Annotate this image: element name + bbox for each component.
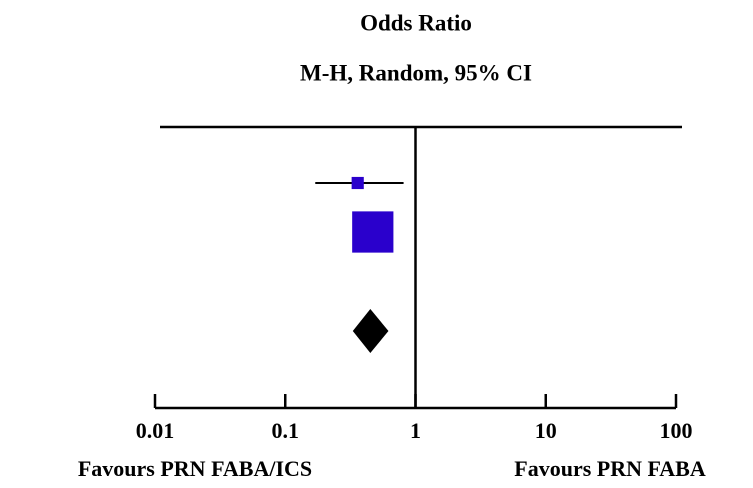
x-tick-label: 100 bbox=[660, 418, 693, 443]
chart-subtitle: M-H, Random, 95% CI bbox=[300, 60, 532, 85]
chart-title: Odds Ratio bbox=[360, 10, 472, 35]
x-tick-label: 0.01 bbox=[136, 418, 175, 443]
x-axis-label-left: Favours PRN FABA/ICS bbox=[78, 456, 312, 481]
x-tick-label: 0.1 bbox=[272, 418, 300, 443]
pooled-diamond bbox=[352, 309, 389, 353]
study-square bbox=[352, 211, 394, 253]
x-tick-label: 1 bbox=[410, 418, 421, 443]
x-tick-label: 10 bbox=[535, 418, 557, 443]
study-square bbox=[351, 176, 364, 190]
x-axis-label-right: Favours PRN FABA bbox=[514, 456, 706, 481]
